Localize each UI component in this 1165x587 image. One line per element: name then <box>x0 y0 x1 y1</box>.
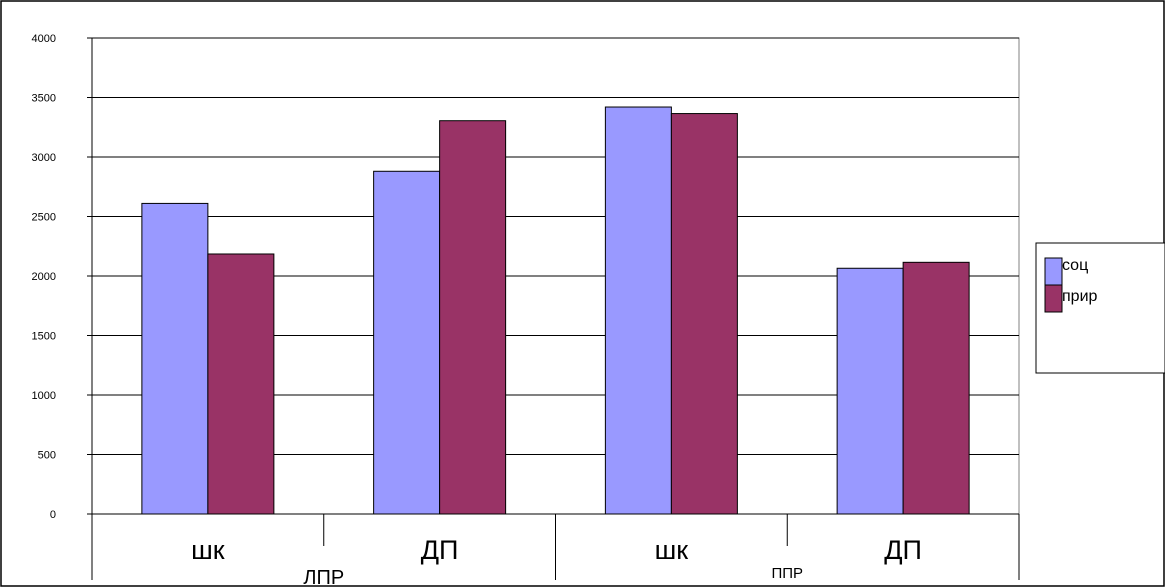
bar-prir <box>670 113 738 515</box>
x-category-label: ДП <box>421 535 459 565</box>
bar-soc <box>373 170 441 515</box>
bars <box>141 106 970 515</box>
bar-soc <box>604 106 672 515</box>
axes <box>87 37 1020 580</box>
bar-prir <box>207 253 275 515</box>
x-category-label: шк <box>191 535 225 565</box>
y-tick-label: 4000 <box>32 33 56 45</box>
y-tick-label: 0 <box>50 509 56 521</box>
bar-prir <box>902 261 970 515</box>
x-group-label: ППР <box>771 565 803 582</box>
y-tick-label: 2000 <box>32 271 56 283</box>
legend: соц прир <box>1035 242 1165 374</box>
legend-label-soc: соц <box>1062 257 1088 274</box>
y-tick-label: 3500 <box>32 93 56 105</box>
legend-label-prir: прир <box>1062 288 1098 305</box>
y-tick-label: 500 <box>38 450 56 462</box>
y-tick-label: 1000 <box>32 390 56 402</box>
bar-prir <box>439 120 507 515</box>
bar-soc <box>836 267 904 515</box>
y-tick-label: 2500 <box>32 212 56 224</box>
axis-labels: 0 500 1000 1500 2000 2500 3000 3500 4000 шк ДП шк ДП… <box>32 33 922 587</box>
x-group-label: ЛПР <box>303 567 344 587</box>
bar-soc <box>141 202 209 515</box>
legend-swatch-prir <box>1044 284 1063 313</box>
legend-swatch-soc <box>1044 257 1063 286</box>
x-category-label: ДП <box>884 535 922 565</box>
y-tick-label: 3000 <box>32 152 56 164</box>
x-category-label: шк <box>655 535 689 565</box>
y-tick-label: 1500 <box>32 331 56 343</box>
